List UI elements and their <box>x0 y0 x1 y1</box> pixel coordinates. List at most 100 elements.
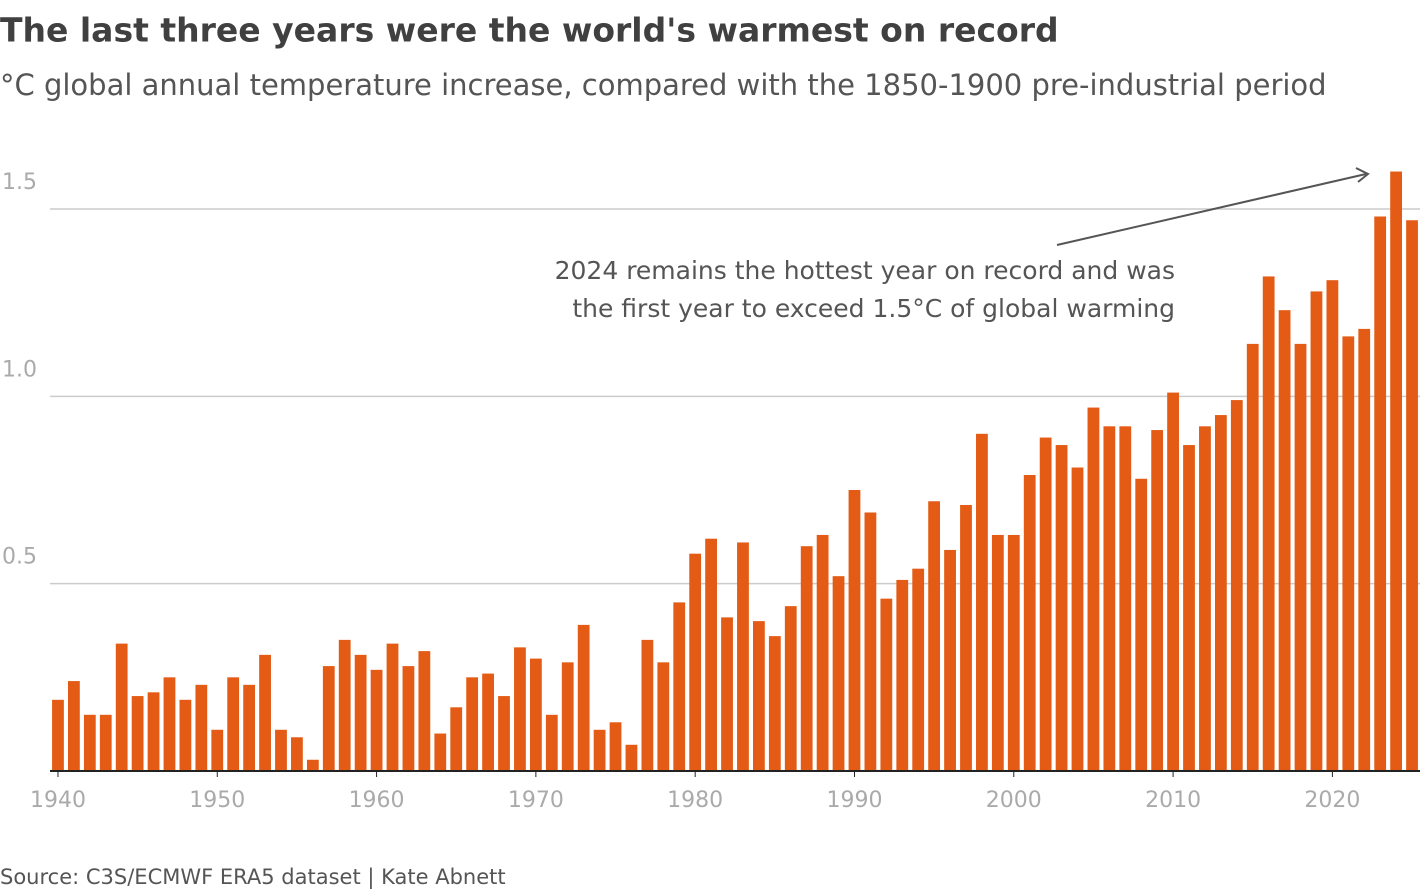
bar <box>1119 426 1132 771</box>
bar <box>1151 430 1164 771</box>
chart-title: The last three years were the world's wa… <box>0 11 1059 50</box>
bar <box>338 639 351 771</box>
bar <box>115 643 128 771</box>
bar <box>179 699 192 771</box>
bar <box>1278 310 1291 771</box>
bar <box>784 606 797 771</box>
bar <box>163 677 176 771</box>
bar <box>1199 426 1211 771</box>
bar <box>1342 336 1355 771</box>
bar <box>259 654 271 771</box>
bar <box>418 651 431 771</box>
bar <box>322 666 335 771</box>
bar <box>195 684 208 771</box>
bar <box>912 568 925 771</box>
bar <box>354 654 367 771</box>
bar <box>1390 171 1402 772</box>
source: Source: C3S/ECMWF ERA5 dataset | Kate Ab… <box>0 865 506 890</box>
bar <box>275 729 287 771</box>
bar <box>1374 216 1387 771</box>
bar <box>896 579 909 771</box>
chart-subtitle: °C global annual temperature increase, c… <box>0 68 1327 102</box>
bar <box>1214 415 1227 771</box>
bar <box>450 707 463 771</box>
bar <box>68 681 80 771</box>
bar <box>1023 475 1036 771</box>
bar <box>545 714 558 771</box>
bar <box>928 501 941 771</box>
bar <box>227 677 240 771</box>
bar <box>1007 534 1020 771</box>
annotation: 2024 remains the hottest year on record … <box>555 256 1175 285</box>
bar <box>880 598 893 771</box>
bar <box>131 696 144 771</box>
bar <box>768 636 781 771</box>
bar <box>1358 328 1371 771</box>
bar <box>689 553 702 771</box>
bar <box>1406 220 1418 772</box>
bar <box>1183 445 1195 771</box>
bar <box>99 714 112 771</box>
bar <box>976 433 988 771</box>
annotation-arrow <box>1056 173 1367 246</box>
x-tick-label: 2010 <box>1145 788 1201 813</box>
bar <box>1230 400 1243 771</box>
bar <box>641 639 654 771</box>
x-tick-label: 1980 <box>667 788 723 813</box>
bar <box>609 722 622 771</box>
bar <box>306 759 319 771</box>
bar <box>561 662 574 771</box>
y-tick-label: 0.5 <box>2 545 37 570</box>
y-tick-label: 1.5 <box>2 170 37 195</box>
y-tick-label: 1.0 <box>2 357 37 382</box>
bar <box>402 666 415 771</box>
bar <box>1103 426 1116 771</box>
bar <box>514 647 526 771</box>
bar <box>529 658 542 771</box>
bar <box>593 729 606 771</box>
bar <box>960 504 972 771</box>
bar <box>386 643 399 771</box>
bar <box>577 624 590 771</box>
bar <box>1167 392 1179 771</box>
x-tick-label: 1990 <box>826 788 882 813</box>
bar <box>370 669 383 771</box>
bar <box>816 534 829 771</box>
arrow-head <box>1355 167 1370 183</box>
bar <box>1246 343 1259 771</box>
x-tick-label: 1950 <box>189 788 245 813</box>
bar <box>705 538 717 771</box>
bar <box>498 696 510 771</box>
bar <box>1326 280 1339 771</box>
bar <box>1135 478 1148 771</box>
bar <box>1055 445 1068 771</box>
bar <box>1039 437 1052 771</box>
bar <box>466 677 479 771</box>
x-tick-label: 2020 <box>1304 788 1360 813</box>
bar <box>1087 407 1100 771</box>
bar <box>211 729 224 771</box>
bar <box>625 744 638 771</box>
bar <box>83 714 96 771</box>
bar <box>944 549 956 771</box>
bar <box>1262 276 1275 771</box>
bar <box>1071 467 1084 771</box>
x-tick-label: 2000 <box>986 788 1042 813</box>
bar <box>243 684 256 771</box>
bar <box>832 576 845 771</box>
bar <box>147 692 160 771</box>
bar <box>1310 291 1323 771</box>
bar <box>721 617 733 771</box>
x-tick-label: 1960 <box>349 788 405 813</box>
bar <box>291 737 303 771</box>
bar <box>482 673 494 771</box>
x-tick-label: 1970 <box>508 788 564 813</box>
bar <box>864 512 877 771</box>
bar <box>657 662 670 771</box>
x-tick-label: 1940 <box>30 788 86 813</box>
bar <box>1294 343 1307 771</box>
bar <box>737 542 749 771</box>
bar <box>52 699 64 771</box>
bar <box>434 733 447 771</box>
